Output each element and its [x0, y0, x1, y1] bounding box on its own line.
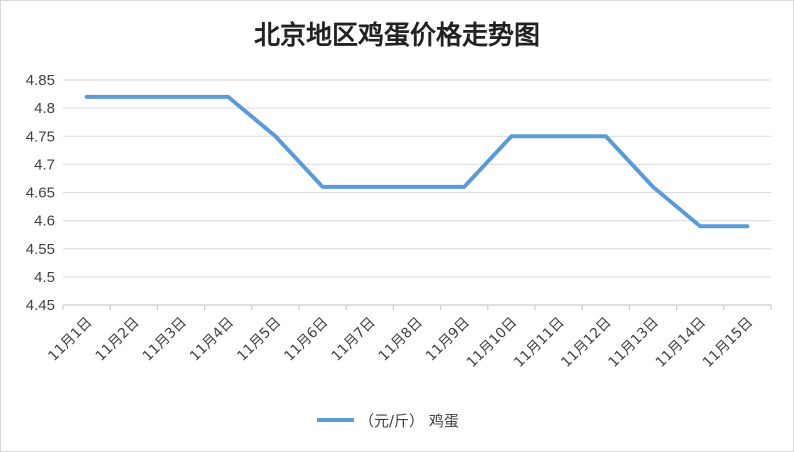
- y-tick-label: 4.85: [26, 72, 55, 89]
- x-tick-label: 11月14日: [653, 315, 709, 371]
- series-layer: [84, 94, 750, 229]
- y-tick-label: 4.45: [26, 297, 55, 314]
- x-tick-label: 11月5日: [234, 315, 284, 365]
- x-tick-label: 11月1日: [45, 315, 95, 365]
- y-axis-ticks: 4.85 4.8 4.75 4.7 4.65 4.6 4.55 4.5 4.45: [26, 72, 55, 314]
- x-tick-label: 11月7日: [329, 315, 379, 365]
- x-tick-label: 11月4日: [187, 315, 237, 365]
- x-tick-label: 11月11日: [511, 315, 567, 371]
- x-tick-label: 11月13日: [606, 315, 662, 371]
- y-tick-label: 4.5: [34, 269, 55, 286]
- x-tick-label: 11月15日: [700, 315, 756, 371]
- chart-title: 北京地区鸡蛋价格走势图: [254, 20, 540, 51]
- legend: （元/斤） 鸡蛋: [317, 412, 459, 430]
- gridlines: [63, 79, 771, 306]
- legend-label: （元/斤） 鸡蛋: [359, 412, 459, 430]
- x-tick-label: 11月2日: [93, 315, 143, 365]
- y-tick-label: 4.6: [34, 213, 55, 230]
- y-tick-label: 4.8: [34, 100, 55, 117]
- y-tick-label: 4.75: [26, 128, 55, 145]
- y-tick-label: 4.65: [26, 185, 55, 202]
- x-tick-label: 11月3日: [140, 315, 190, 365]
- x-axis-ticks: 11月1日11月2日11月3日11月4日11月5日11月6日11月7日11月8日…: [45, 305, 772, 371]
- x-tick-label: 11月6日: [281, 315, 331, 365]
- x-tick-label: 11月12日: [558, 315, 614, 371]
- x-tick-label: 11月10日: [464, 315, 520, 371]
- series-line: [84, 94, 750, 229]
- x-tick-label: 11月8日: [376, 315, 426, 365]
- y-tick-label: 4.7: [34, 156, 55, 173]
- y-tick-label: 4.55: [26, 241, 55, 258]
